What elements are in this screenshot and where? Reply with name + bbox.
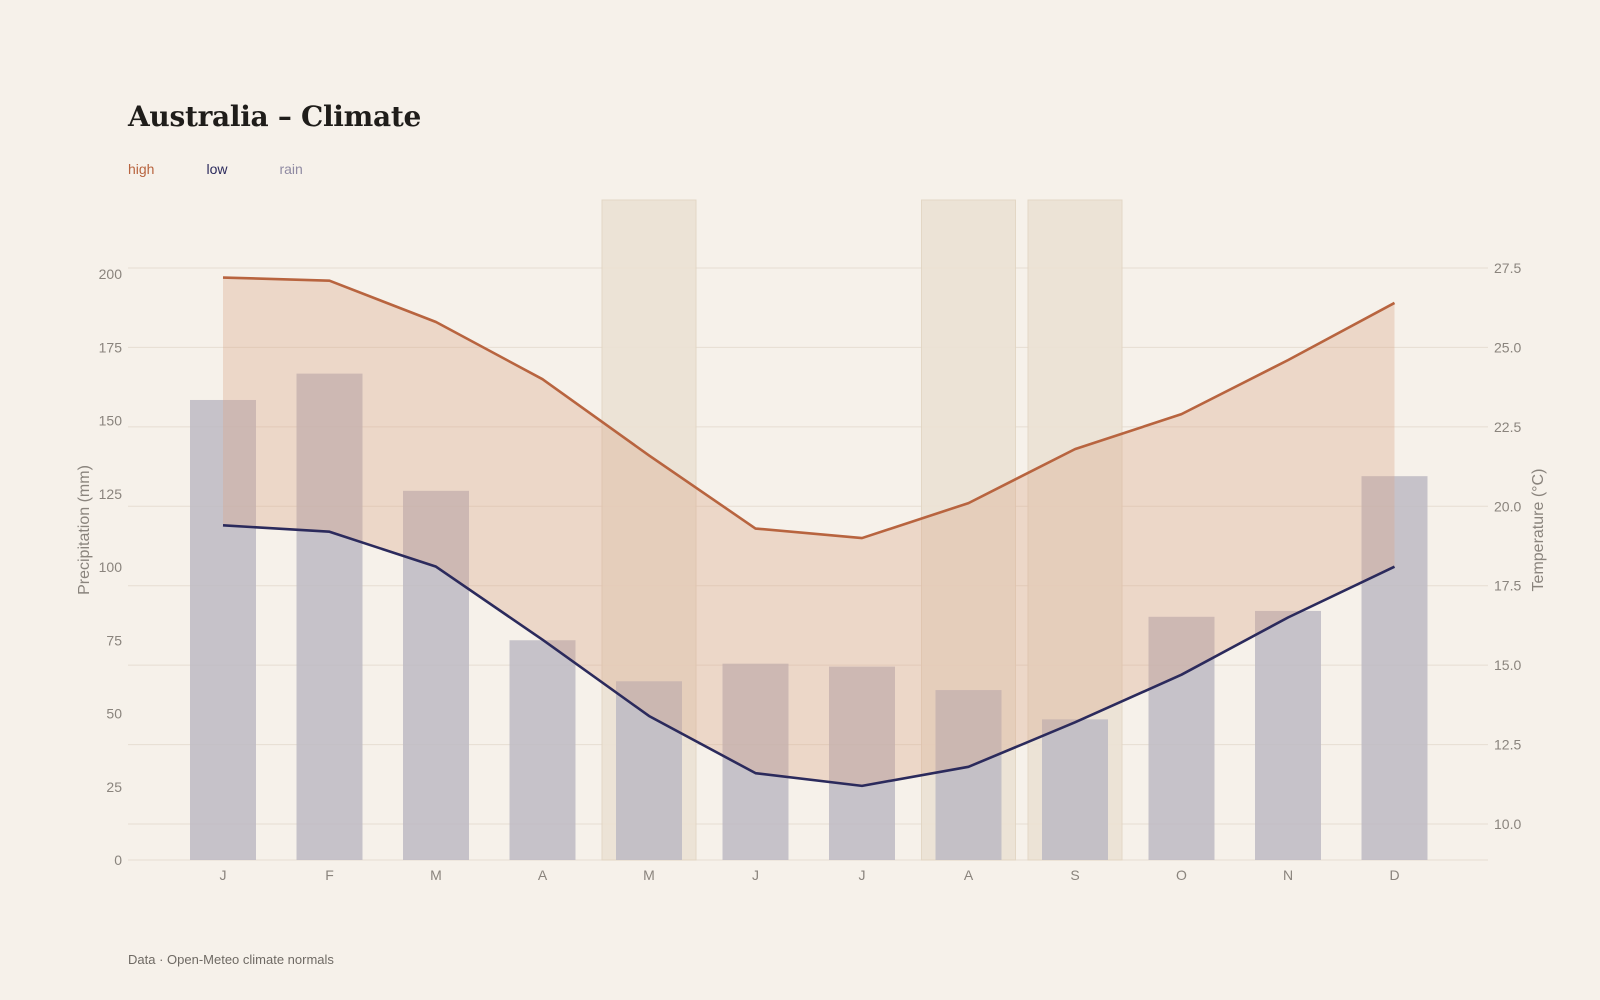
left-tick-label: 75 [106,632,122,648]
x-tick-label: A [964,867,974,883]
x-tick-label: J [752,867,759,883]
rain-bar [935,690,1002,860]
rain-bar [509,640,576,860]
x-tick-label: A [538,867,548,883]
rain-bar [1255,610,1321,860]
x-tick-label: D [1389,867,1399,883]
x-tick-label: J [859,867,866,883]
rain-bar [190,399,256,860]
footer-source: Data · Open-Meteo climate normals [128,952,334,967]
series-line-low [222,524,1396,788]
y-axis-label-left: Precipitation (mm) [76,465,93,595]
right-tick-label: 20.0 [1494,498,1521,514]
x-tick-label: F [325,867,334,883]
legend: high low rain [128,161,303,177]
x-tick-label: J [220,867,227,883]
left-tick-label: 100 [99,559,123,575]
left-tick-label: 125 [99,486,123,502]
left-tick-label: 25 [106,779,122,795]
x-tick-label: N [1283,867,1293,883]
rain-bar [1042,719,1108,860]
left-tick-label: 50 [106,706,122,722]
left-tick-label: 200 [99,266,123,282]
right-tick-label: 25.0 [1494,339,1521,355]
rain-bar [1361,476,1428,860]
x-tick-label: M [430,867,442,883]
rain-bar [616,681,682,860]
left-tick-label: 175 [99,339,123,355]
legend-item-rain: rain [279,161,303,177]
rain-bar [829,666,895,860]
right-tick-label: 17.5 [1494,578,1521,594]
series-line-high [222,276,1396,540]
legend-item-high: high [128,161,155,177]
rain-bar [296,373,363,860]
temperature-range-area [223,277,1395,786]
right-tick-label: 22.5 [1494,419,1521,435]
left-tick-label: 150 [99,413,123,429]
left-tick-label: 0 [114,852,122,868]
x-tick-label: S [1070,867,1079,883]
right-tick-label: 12.5 [1494,737,1521,753]
chart-title: Australia – Climate [128,100,421,133]
x-tick-label: O [1176,867,1187,883]
right-tick-label: 15.0 [1494,657,1521,673]
y-axis-label-right: Temperature (°C) [1530,469,1547,592]
rain-bar [1148,616,1215,860]
legend-item-low: low [206,161,228,177]
x-tick-label: M [643,867,655,883]
right-tick-label: 27.5 [1494,260,1521,276]
rain-bar [403,490,469,860]
right-tick-label: 10.0 [1494,816,1521,832]
